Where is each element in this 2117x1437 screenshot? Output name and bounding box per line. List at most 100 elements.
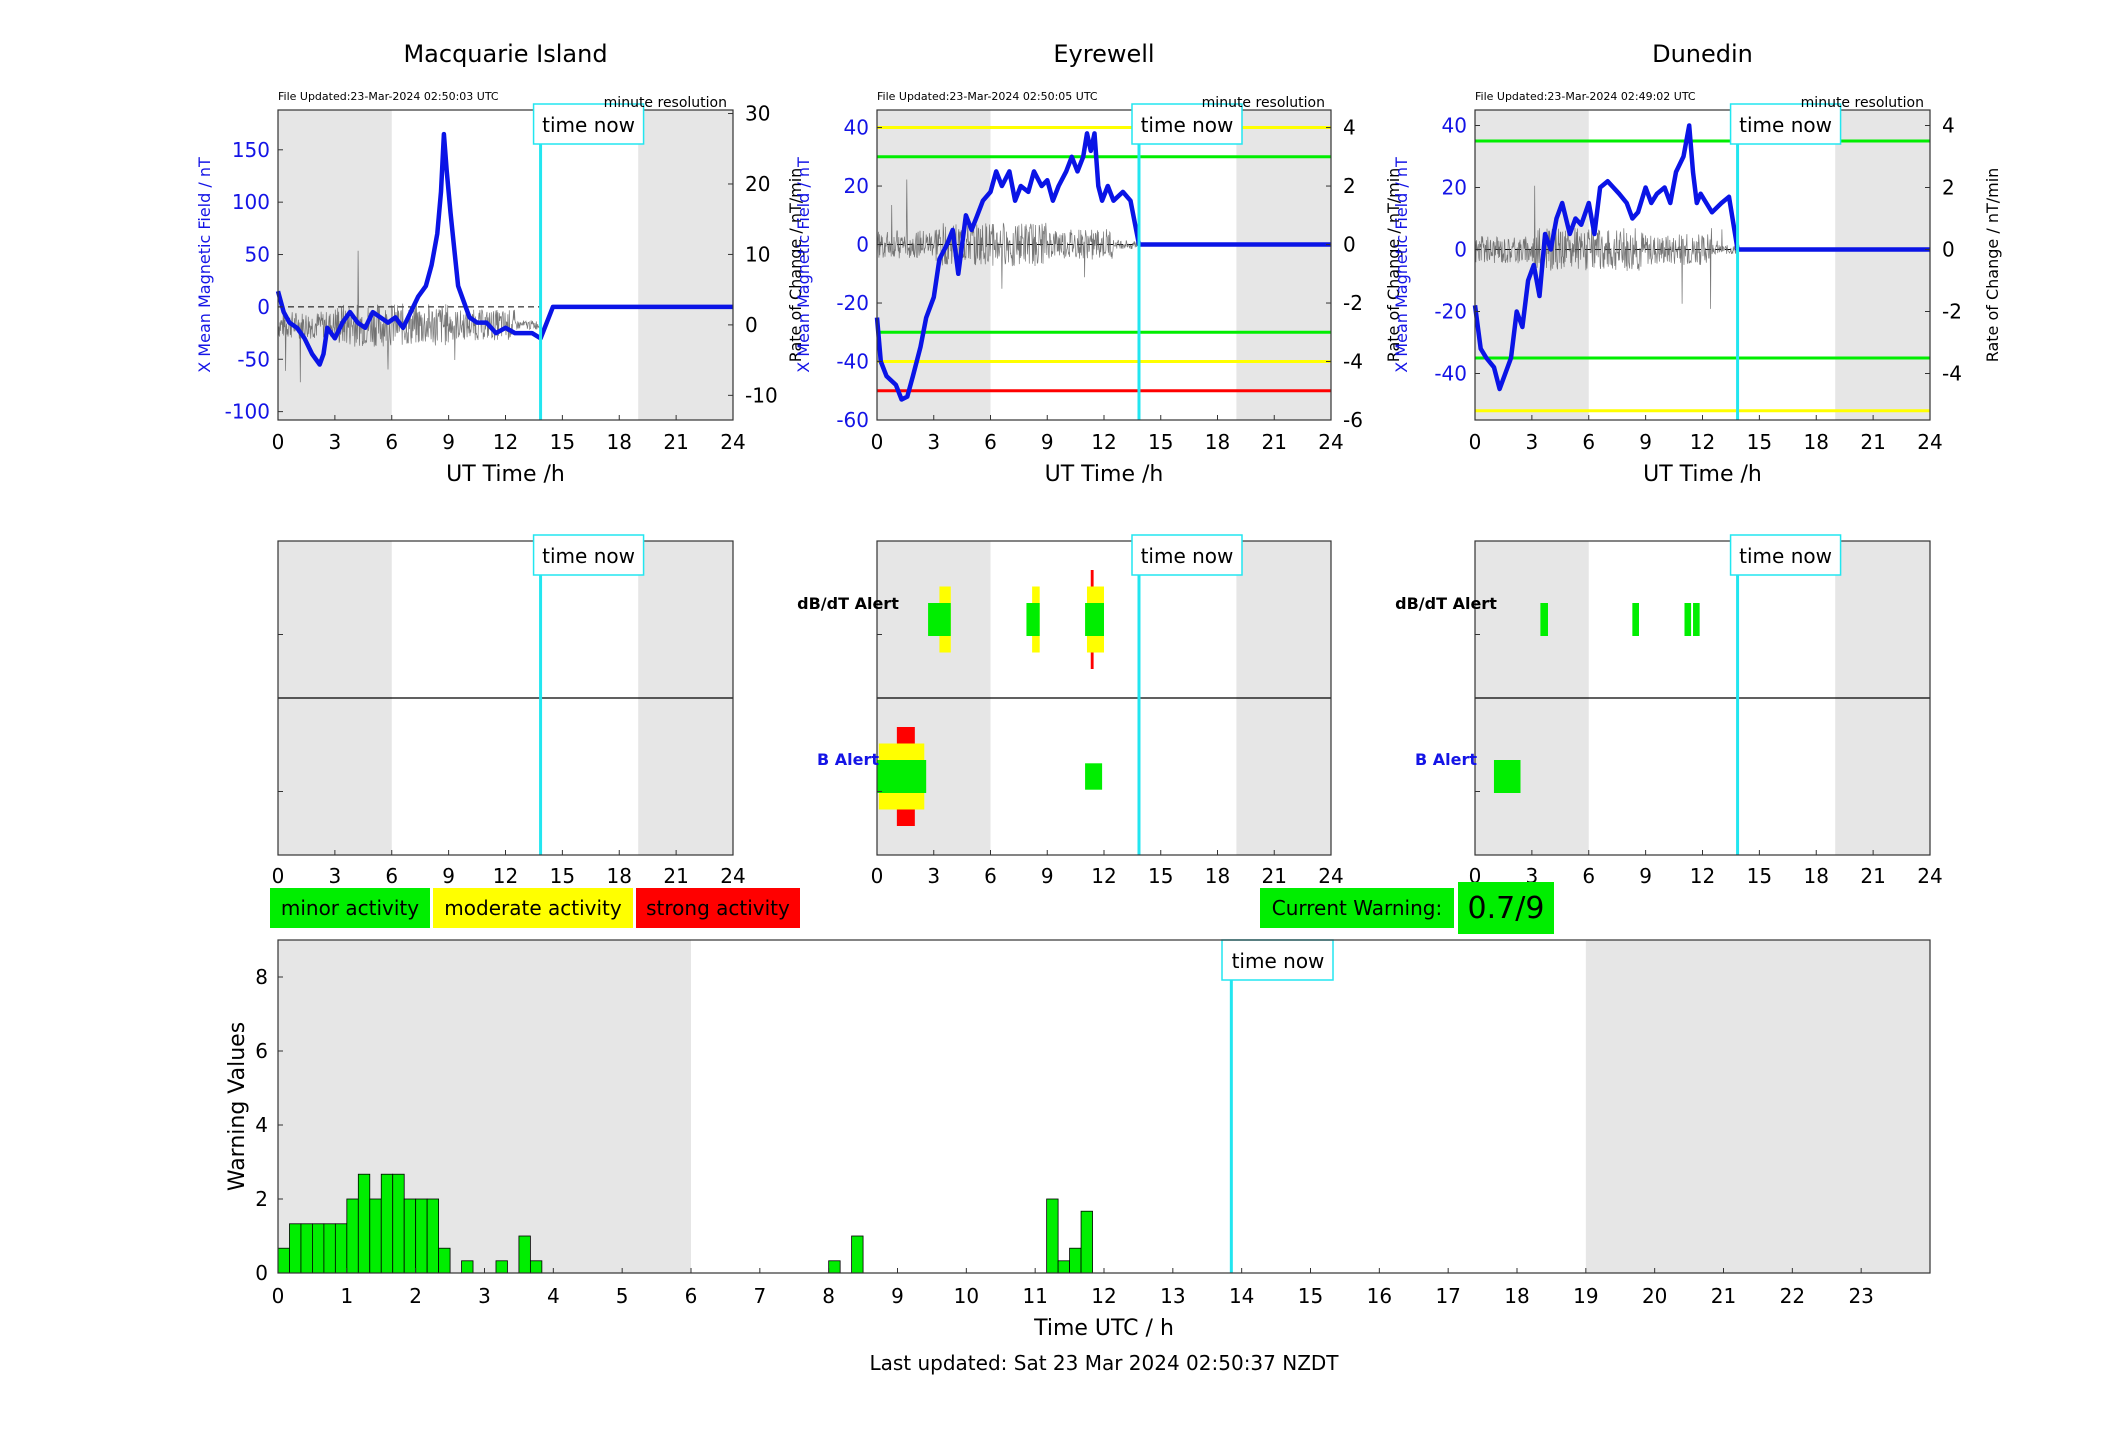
warning-bar xyxy=(529,1260,543,1274)
warning-bar xyxy=(289,1223,302,1274)
x-tick-label: 18 xyxy=(1804,430,1829,454)
y-tick-label-right: 20 xyxy=(745,172,770,196)
legend-strong-swatch xyxy=(636,888,800,928)
dbdt-alert-bar xyxy=(1632,603,1639,636)
y-tick-label-left: 0 xyxy=(856,233,869,257)
resolution-text: minute resolution xyxy=(1202,95,1325,111)
dbdt-alert-bar xyxy=(1540,603,1548,636)
y-tick-label-right: 0 xyxy=(745,313,758,337)
x-tick-label: 16 xyxy=(1367,1284,1392,1308)
current-warning: Current Warning: 0.7/9 xyxy=(1260,882,1554,934)
warning-bar xyxy=(518,1235,531,1274)
warning-bar xyxy=(1057,1260,1070,1274)
y-tick-label-left: 100 xyxy=(232,190,270,214)
y-tick-label-left: 40 xyxy=(1442,114,1467,138)
file-updated-text: File Updated:23-Mar-2024 02:50:03 UTC xyxy=(278,90,499,103)
warning-bar xyxy=(851,1235,864,1274)
dbdt-alert-bar xyxy=(1085,603,1104,636)
current-warning-label: Current Warning: xyxy=(1272,896,1442,920)
x-tick-label: 2 xyxy=(409,1284,422,1308)
x-tick-label: 9 xyxy=(1639,430,1652,454)
x-tick-label: 22 xyxy=(1780,1284,1805,1308)
y-tick-label-right: 4 xyxy=(1343,116,1356,140)
y-tick-label-left: -50 xyxy=(237,347,270,371)
x-tick-label: 0 xyxy=(1469,430,1482,454)
x-tick-label: 18 xyxy=(607,864,632,888)
y-axis-label-right: Rate of Change / nT/min xyxy=(1384,168,1403,363)
night-shade xyxy=(1585,940,1930,1273)
y-tick-label-right: 30 xyxy=(745,102,770,126)
warning-bar xyxy=(1046,1198,1059,1274)
alert-panel-1: time now 0 3 6 9 12 15 18 21 24 xyxy=(871,534,1344,888)
file-updated-text: File Updated:23-Mar-2024 02:49:02 UTC xyxy=(1475,90,1696,103)
x-axis-label: UT Time /h xyxy=(446,462,565,487)
y-tick-label-right: 4 xyxy=(1942,114,1955,138)
panel-1: time now Eyrewell File Updated:23-Mar-2024… xyxy=(794,40,1403,487)
x-tick-label: 24 xyxy=(720,430,745,454)
x-tick-label: 13 xyxy=(1160,1284,1185,1308)
y-tick-label: 8 xyxy=(255,965,268,989)
y-tick-label-left: -100 xyxy=(225,400,270,424)
file-updated-text: File Updated:23-Mar-2024 02:50:05 UTC xyxy=(877,90,1098,103)
time-now-box xyxy=(1131,103,1243,145)
x-tick-label: 3 xyxy=(329,864,342,888)
x-tick-label: 0 xyxy=(871,864,884,888)
x-tick-label: 18 xyxy=(607,430,632,454)
y-tick-label-left: -40 xyxy=(836,350,869,374)
dbdt-alert-bar xyxy=(1026,603,1040,636)
y-axis-label-right: Rate of Change / nT/min xyxy=(1983,168,2002,363)
time-now-label: time now xyxy=(542,113,635,137)
x-tick-label: 24 xyxy=(1917,864,1942,888)
warning-bar xyxy=(415,1198,428,1274)
time-now-box xyxy=(1221,939,1334,981)
x-tick-label: 12 xyxy=(1091,1284,1116,1308)
y-tick-label-right: -10 xyxy=(745,383,778,407)
x-tick-label: 10 xyxy=(954,1284,979,1308)
time-now-box xyxy=(532,103,645,145)
dbdt-alert-bar xyxy=(1684,603,1692,636)
x-tick-label: 4 xyxy=(547,1284,560,1308)
y-tick-label-right: 10 xyxy=(745,242,770,266)
time-now-label: time now xyxy=(542,544,635,568)
x-tick-label: 12 xyxy=(1091,864,1116,888)
x-tick-label: 18 xyxy=(1804,864,1829,888)
x-tick-label: 15 xyxy=(1298,1284,1323,1308)
activity-legend: minor activity moderate activity strong ac… xyxy=(270,888,800,928)
y-tick-label-left: -20 xyxy=(1434,300,1467,324)
x-tick-label: 12 xyxy=(493,864,518,888)
y-tick-label-left: 20 xyxy=(1442,176,1467,200)
legend-minor-label: minor activity xyxy=(281,896,419,920)
b-alert-bar xyxy=(877,760,927,793)
warning-bar xyxy=(277,1247,290,1274)
y-tick-label-left: 40 xyxy=(844,116,869,140)
x-tick-label: 12 xyxy=(493,430,518,454)
x-tick-label: 18 xyxy=(1205,430,1230,454)
x-tick-label: 3 xyxy=(1526,430,1539,454)
current-warning-label-bg xyxy=(1260,888,1454,928)
warning-bar xyxy=(300,1223,313,1274)
current-warning-value-bg xyxy=(1458,882,1554,934)
legend-moderate-label: moderate activity xyxy=(444,896,622,920)
night-shade xyxy=(278,110,392,420)
warning-bar xyxy=(392,1173,405,1274)
x-tick-label: 6 xyxy=(984,430,997,454)
y-tick-label-left: 0 xyxy=(257,295,270,319)
y-tick-label-right: 0 xyxy=(1343,233,1356,257)
current-warning-value: 0.7/9 xyxy=(1468,891,1545,926)
b-alert-label: B Alert xyxy=(1415,750,1477,769)
panel-0: time now Macquarie Island File Updated:23-… xyxy=(195,40,805,487)
dbdt-alert-bar xyxy=(928,603,951,636)
night-shade xyxy=(638,110,733,420)
panel-2: time now Dunedin File Updated:23-Mar-2024 … xyxy=(1392,40,2002,487)
x-tick-label: 11 xyxy=(1022,1284,1047,1308)
x-tick-label: 0 xyxy=(272,1284,285,1308)
night-shade xyxy=(877,110,991,420)
night-shade xyxy=(1835,110,1930,420)
x-tick-label: 14 xyxy=(1229,1284,1254,1308)
x-tick-label: 21 xyxy=(1262,430,1287,454)
x-tick-label: 18 xyxy=(1504,1284,1529,1308)
rate-of-change-trace xyxy=(876,179,1139,289)
x-tick-label: 6 xyxy=(1582,864,1595,888)
